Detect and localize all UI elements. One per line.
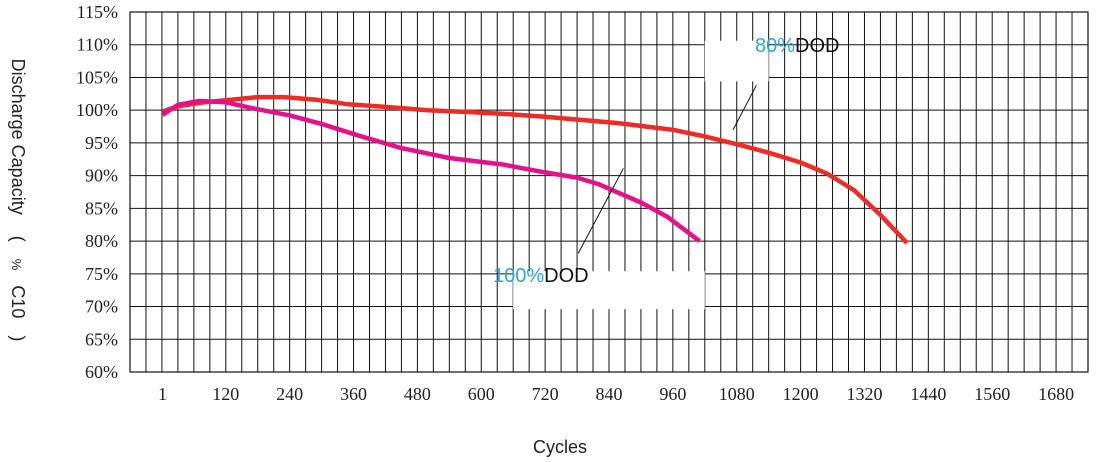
annotation-100-dod: 100%DOD (493, 265, 589, 287)
y-axis-title-paren-close: ) (8, 335, 28, 341)
x-tick-label: 240 (276, 384, 303, 404)
x-tick-label: 1440 (910, 384, 946, 404)
annotation-80-dod-value: 80% (755, 35, 795, 57)
leader-line-80-dod (732, 85, 757, 131)
y-axis-title-unit: C10 (8, 285, 28, 318)
y-tick-label: 60% (85, 362, 118, 382)
y-tick-label: 70% (85, 297, 118, 317)
y-tick-label: 90% (85, 166, 118, 186)
x-tick-label: 1080 (719, 384, 755, 404)
y-axis-title-main: Discharge Capacity (8, 59, 28, 215)
x-tick-label: 120 (212, 384, 239, 404)
y-tick-label: 80% (85, 231, 118, 251)
x-tick-label: 960 (659, 384, 686, 404)
plot-border (129, 11, 1089, 373)
y-tick-labels: 115% 110% 105% 100% 95% 90% 85% 80% 75% 70% 65% 60% (76, 2, 118, 382)
x-tick-label: 840 (596, 384, 623, 404)
annotation-80-dod-suffix: DOD (795, 35, 839, 57)
x-tick-label: 720 (532, 384, 559, 404)
y-axis-title-paren-open: ( (8, 236, 28, 242)
annotation-leaders (577, 85, 757, 254)
annotation-box-100-dod (513, 271, 705, 310)
y-tick-label: 75% (85, 264, 118, 284)
x-tick-label: 1 (158, 384, 167, 404)
annotation-box-80-dod (704, 40, 769, 82)
x-tick-label: 1680 (1038, 384, 1074, 404)
y-tick-label: 100% (76, 100, 118, 120)
plot-frame (129, 11, 1089, 373)
annotation-100-dod-suffix: DOD (544, 265, 588, 287)
annotation-100-dod-value: 100% (493, 265, 544, 287)
x-tick-label: 480 (404, 384, 431, 404)
y-tick-label: 115% (77, 2, 118, 22)
y-tick-label: 110% (77, 35, 118, 55)
y-tick-label: 65% (85, 329, 118, 349)
y-axis-title: Discharge Capacity ( % C10 ) (8, 59, 28, 342)
x-axis-title: Cycles (533, 437, 587, 457)
y-axis-title-percent: % (9, 259, 24, 271)
leader-line-100-dod (577, 168, 624, 254)
y-tick-label: 85% (85, 198, 118, 218)
series-line-100-dod (161, 98, 701, 243)
svg-text:Discharge Capacity (: Discharge Capacity ( % C10 ) (8, 59, 28, 342)
x-tick-label: 1200 (783, 384, 819, 404)
x-tick-label: 360 (340, 384, 367, 404)
x-tick-label: 1560 (974, 384, 1010, 404)
series-lines (161, 94, 909, 245)
series-line-80-dod (161, 94, 909, 245)
x-tick-label: 1320 (846, 384, 882, 404)
annotation-boxes (513, 40, 769, 310)
y-tick-label: 95% (85, 133, 118, 153)
annotation-80-dod: 80%DOD (755, 35, 839, 57)
y-tick-label: 105% (76, 67, 118, 87)
grid (130, 12, 1088, 372)
x-tick-labels: 1 120 240 360 480 600 720 840 960 1080 1200 1320 144… (158, 384, 1074, 404)
x-tick-label: 600 (468, 384, 495, 404)
